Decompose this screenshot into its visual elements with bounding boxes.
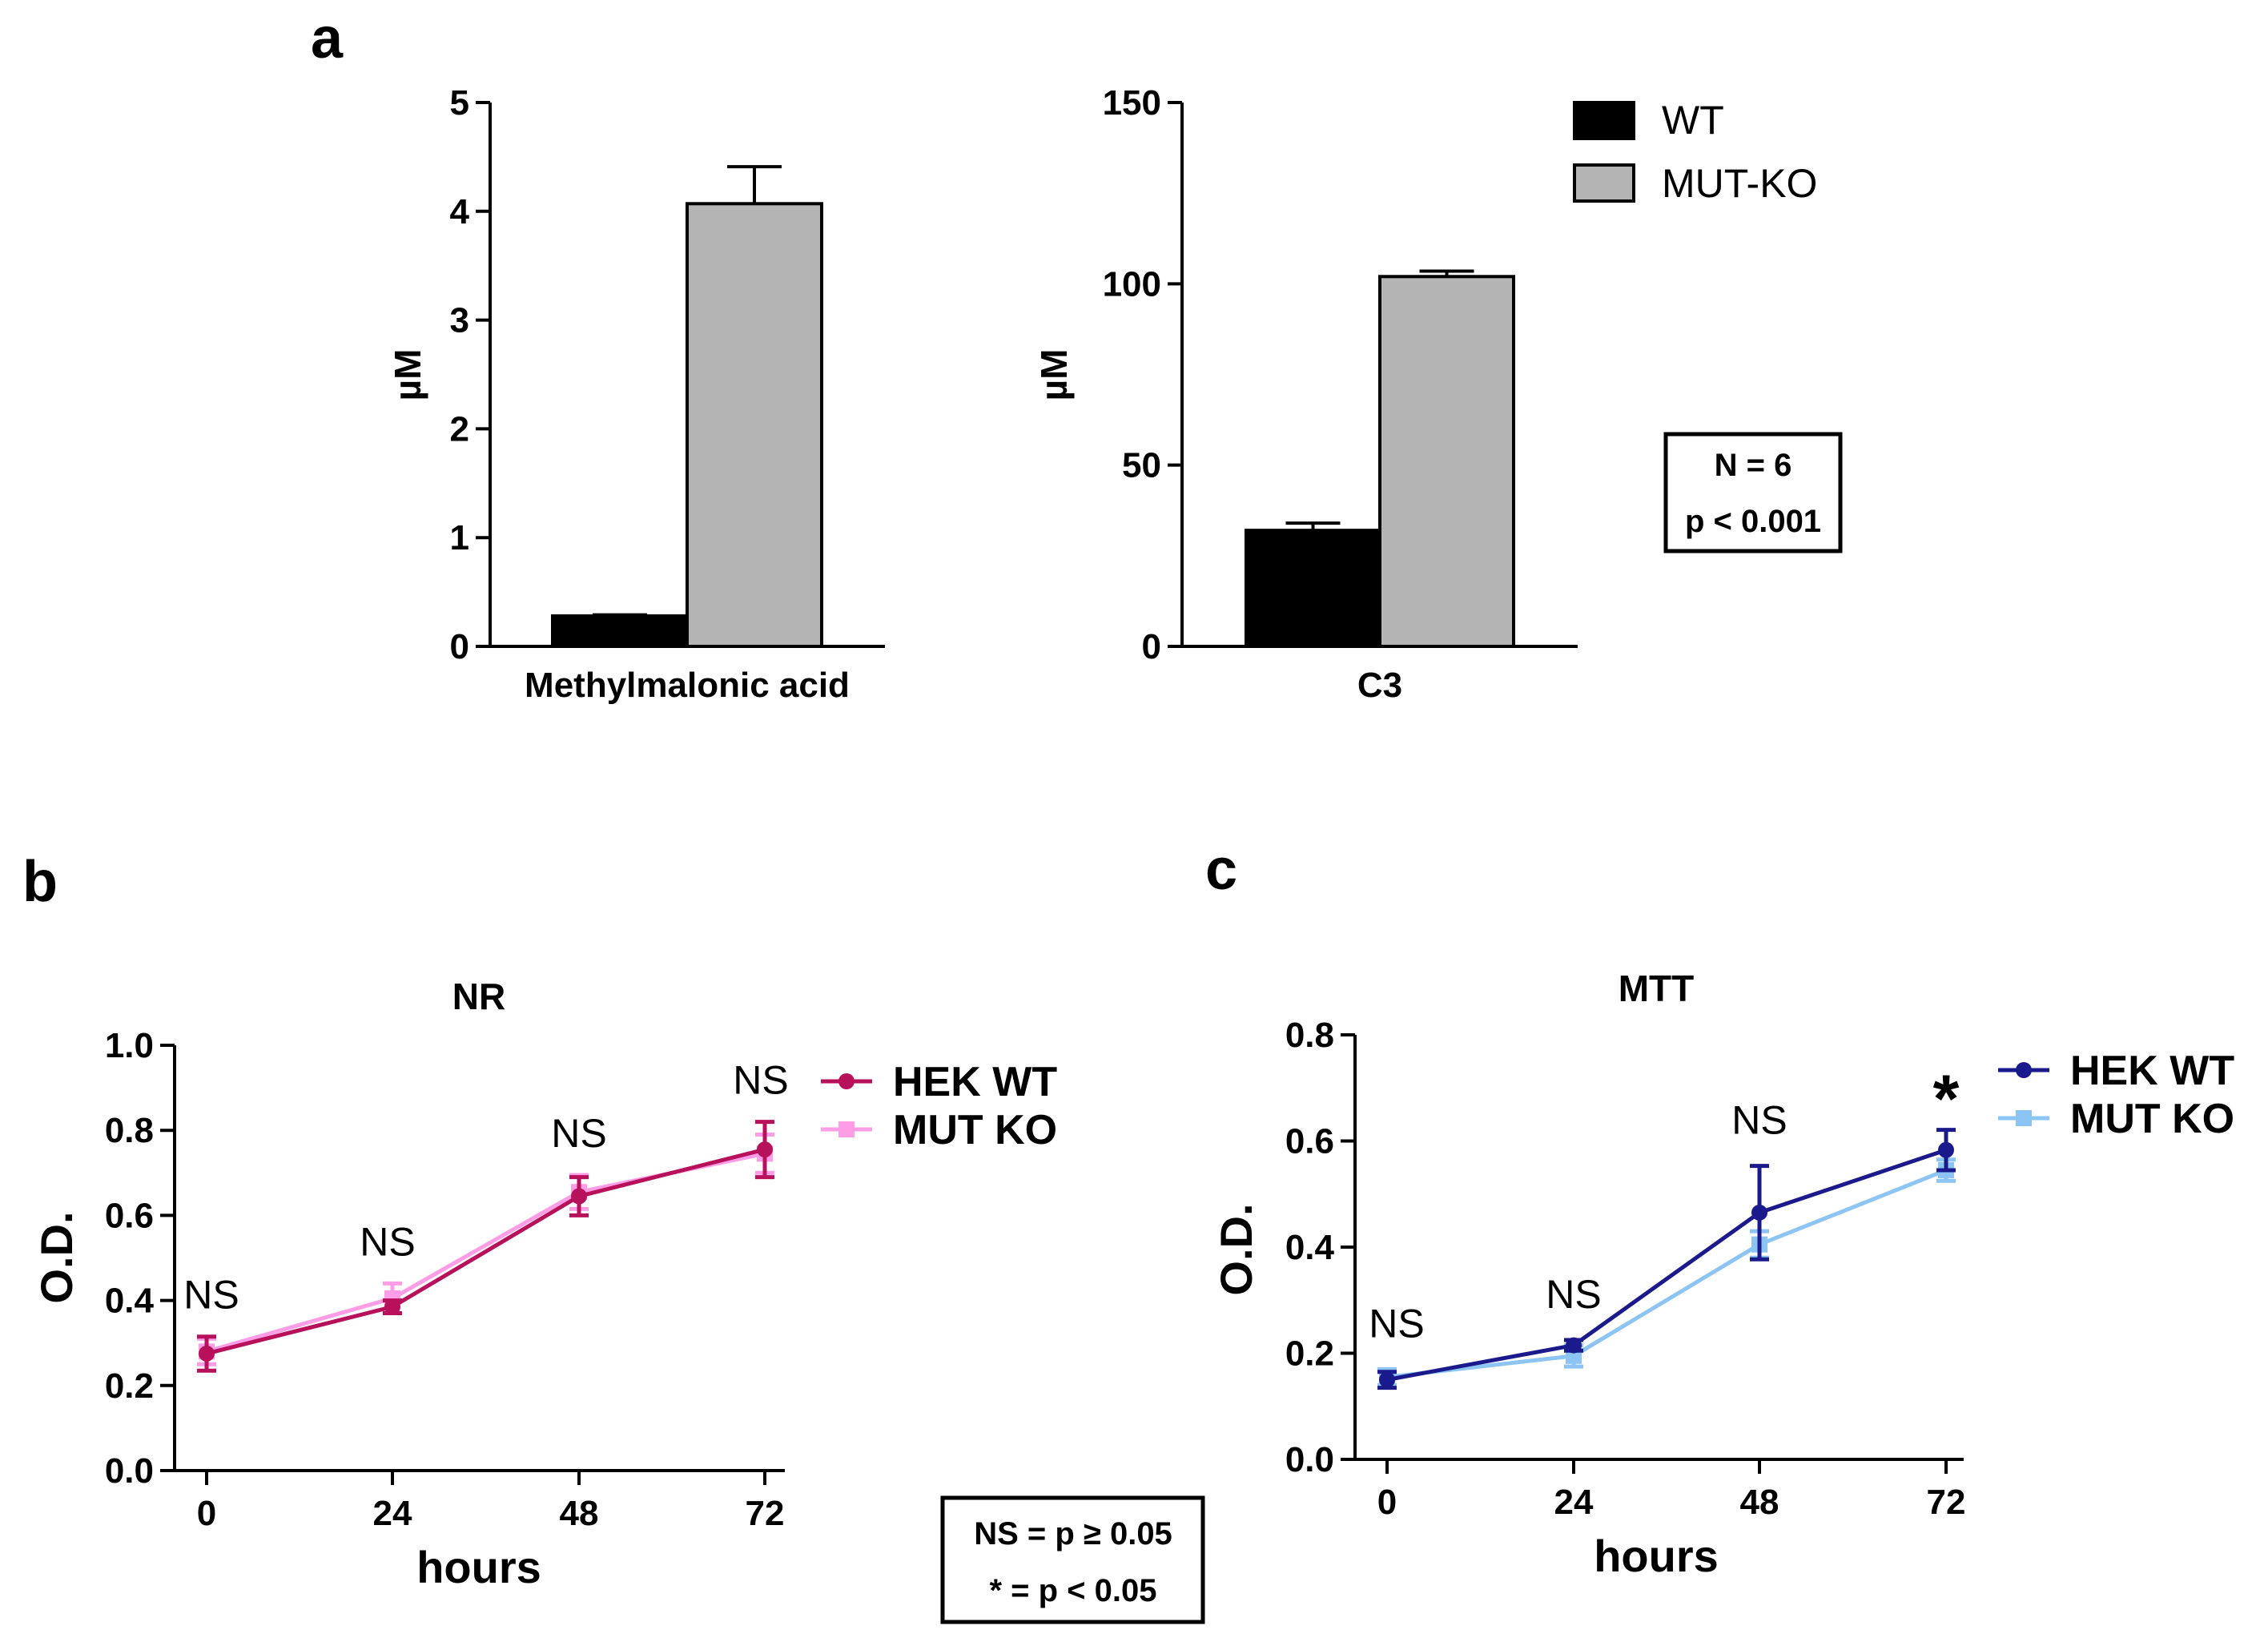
y-tick-label: 4 <box>450 192 470 231</box>
series-hek-wt-point <box>199 1345 215 1362</box>
series-hek-wt-line <box>206 1147 766 1356</box>
y-tick-label: 50 <box>1122 446 1161 485</box>
series-hek-wt-point <box>384 1298 400 1315</box>
legend-hek-wt-marker <box>2016 1062 2032 1078</box>
stats-box-a-line2: p < 0.001 <box>1685 504 1821 539</box>
stats-box-a: N = 6 p < 0.001 <box>1663 432 1843 553</box>
legend-wt-swatch <box>1573 101 1635 140</box>
significance-star: * <box>1933 1061 1960 1137</box>
series-hek-wt-point <box>1751 1204 1767 1221</box>
bar-mutko <box>1378 275 1515 648</box>
stats-box-a-line1: N = 6 <box>1715 448 1792 483</box>
chart-methylmalonic-acid: 0 1 2 3 4 5 Methylmalonic acid µM <box>387 83 885 705</box>
y-tick-label: 0.0 <box>105 1451 154 1491</box>
x-tick-label: 48 <box>1740 1483 1779 1522</box>
panel-label-a: a <box>311 6 344 70</box>
y-axis-label: µM <box>1033 349 1075 401</box>
y-tick-label: 100 <box>1103 264 1161 304</box>
y-tick-label: 1 <box>450 518 469 557</box>
annotation-ns: NS <box>1546 1272 1601 1317</box>
legend-mutko-swatch <box>1573 163 1635 203</box>
y-axis-label: µM <box>387 349 428 401</box>
bar-mutko <box>686 202 823 648</box>
y-tick-label: 0.2 <box>105 1366 154 1406</box>
series-hek-wt-point <box>1379 1371 1395 1388</box>
legend-mut-ko-marker <box>2016 1110 2032 1126</box>
x-tick-label: 24 <box>1554 1483 1594 1522</box>
legend-mutko-label: MUT-KO <box>1662 161 1817 206</box>
series-hek-wt-point <box>1938 1141 1954 1158</box>
y-tick-label: 0 <box>450 627 469 666</box>
stats-box-bc: NS = p ≥ 0.05 * = p < 0.05 <box>940 1495 1205 1624</box>
category-label: C3 <box>1357 666 1402 705</box>
chart-title: MTT <box>1619 968 1695 1009</box>
annotation-ns: NS <box>1369 1301 1424 1346</box>
legend-wt-label: WT <box>1662 98 1724 143</box>
y-tick-label: 150 <box>1103 83 1161 123</box>
stats-box-a-frame <box>1663 432 1843 553</box>
x-tick-label: 72 <box>746 1494 785 1533</box>
y-axis-title: O.D. <box>31 1211 82 1303</box>
y-tick-label: 0.4 <box>1285 1228 1335 1267</box>
chart-c3: 0 50 100 150 C3 µM <box>1033 83 1578 705</box>
x-tick-label: 24 <box>373 1494 412 1533</box>
y-tick-label: 2 <box>450 409 469 449</box>
x-tick-label: 0 <box>1377 1483 1397 1522</box>
y-tick-label: 0.8 <box>1285 1016 1334 1055</box>
y-tick-label: 0.8 <box>105 1111 154 1150</box>
category-label: Methylmalonic acid <box>525 666 850 705</box>
annotation-ns: NS <box>360 1219 415 1264</box>
y-axis-title: O.D. <box>1211 1203 1261 1295</box>
legend-mut-ko-label: MUT KO <box>893 1107 1057 1153</box>
x-axis-title: hours <box>1594 1531 1719 1581</box>
y-tick-label: 0.4 <box>105 1282 155 1321</box>
annotation-ns: NS <box>551 1111 606 1156</box>
annotation-ns: NS <box>183 1273 239 1318</box>
panel-label-c: c <box>1205 838 1237 902</box>
chart-nr: NR 0.0 0.2 0.4 0.6 0.8 1.0 0 24 48 72 hours O.D. NS NS… <box>31 976 1057 1592</box>
annotation-ns: NS <box>1731 1098 1787 1143</box>
stats-box-bc-line1: NS = p ≥ 0.05 <box>974 1516 1172 1551</box>
annotation-ns: NS <box>733 1058 788 1103</box>
x-tick-label: 72 <box>1927 1483 1966 1522</box>
y-tick-label: 0.6 <box>1285 1122 1334 1161</box>
chart-mtt: MTT 0.0 0.2 0.4 0.6 0.8 0 24 48 72 hours O.D. NS NS NS… <box>1211 968 2234 1581</box>
bar-wt <box>1245 529 1381 648</box>
legend-a: WT MUT-KO <box>1573 98 1817 206</box>
y-tick-label: 0 <box>1142 627 1161 666</box>
legend-hek-wt-label: HEK WT <box>893 1059 1057 1105</box>
stats-box-bc-frame <box>940 1495 1205 1624</box>
legend-mut-ko-label: MUT KO <box>2070 1096 2234 1142</box>
x-tick-label: 0 <box>197 1494 216 1533</box>
x-tick-label: 48 <box>560 1494 599 1533</box>
y-tick-label: 1.0 <box>105 1026 154 1065</box>
y-tick-label: 0.0 <box>1285 1440 1334 1479</box>
legend-mut-ko-marker <box>838 1121 855 1137</box>
series-mut-ko-line <box>1386 1168 1947 1379</box>
series-hek-wt-point <box>571 1188 587 1205</box>
panel-label-b: b <box>22 850 58 914</box>
legend-hek-wt-label: HEK WT <box>2070 1048 2234 1094</box>
series-hek-wt-point <box>757 1141 773 1158</box>
chart-title: NR <box>452 976 505 1017</box>
x-axis-title: hours <box>416 1542 541 1592</box>
y-tick-label: 0.2 <box>1285 1334 1334 1374</box>
series-hek-wt-point <box>1566 1337 1582 1354</box>
y-tick-label: 0.6 <box>105 1196 154 1235</box>
legend-hek-wt-marker <box>838 1073 855 1089</box>
stats-box-bc-line2: * = p < 0.05 <box>989 1573 1156 1608</box>
series-hek-wt-line <box>1386 1148 1947 1382</box>
bar-wt <box>551 614 689 649</box>
y-tick-label: 3 <box>450 301 469 340</box>
y-tick-label: 5 <box>450 83 469 123</box>
